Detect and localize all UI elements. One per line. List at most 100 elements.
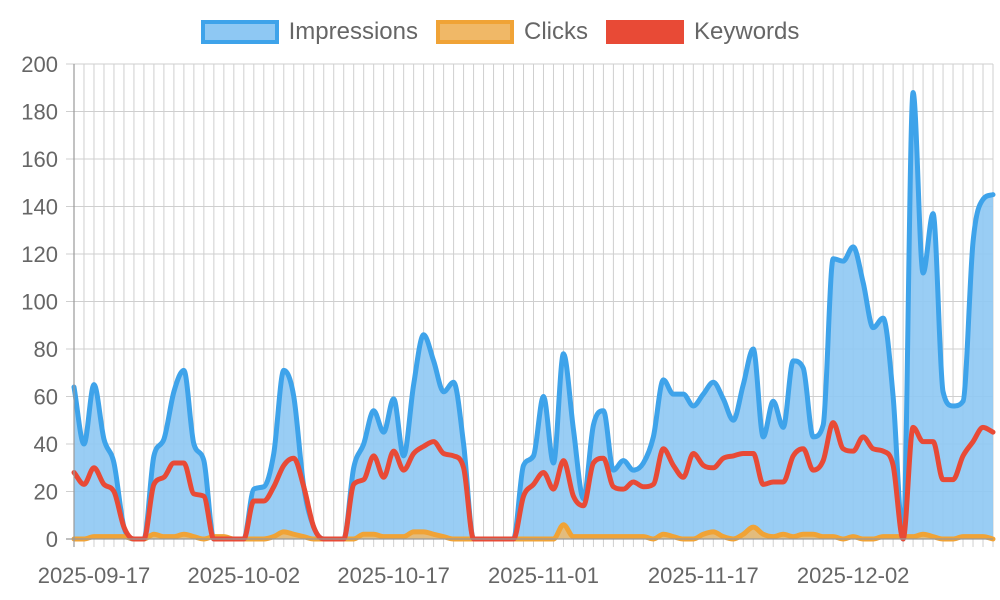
impressions-point <box>441 389 446 394</box>
legend-item-impressions[interactable]: Impressions <box>200 18 418 46</box>
keywords-point <box>261 499 266 504</box>
impressions-point <box>251 487 256 492</box>
keywords-point <box>831 420 836 425</box>
keywords-point <box>961 453 966 458</box>
legend-item-keywords[interactable]: Keywords <box>606 18 799 46</box>
keywords-point <box>681 475 686 480</box>
keywords-point <box>431 439 436 444</box>
impressions-point <box>541 394 546 399</box>
impressions-point <box>891 394 896 399</box>
keywords-point <box>531 482 536 487</box>
impressions-point <box>561 351 566 356</box>
keywords-point <box>741 451 746 456</box>
clicks-point <box>441 534 446 539</box>
clicks-point <box>371 532 376 537</box>
clicks-point <box>791 534 796 539</box>
legend-item-clicks[interactable]: Clicks <box>436 18 588 46</box>
clicks-point <box>301 534 306 539</box>
clicks-point <box>971 534 976 539</box>
y-tick-label: 20 <box>34 480 58 505</box>
y-tick-label: 120 <box>21 242 58 267</box>
clicks-point <box>761 532 766 537</box>
clicks-point <box>561 522 566 527</box>
clicks-point <box>771 534 776 539</box>
clicks-point <box>701 532 706 537</box>
keywords-point <box>291 456 296 461</box>
impressions-point <box>171 389 176 394</box>
impressions-point <box>691 404 696 409</box>
clicks-point <box>921 532 926 537</box>
y-tick-label: 80 <box>34 337 58 362</box>
y-tick-label: 0 <box>46 527 58 552</box>
keywords-point <box>391 449 396 454</box>
keywords-point <box>931 439 936 444</box>
keywords-point <box>781 480 786 485</box>
keywords-point <box>381 475 386 480</box>
impressions-point <box>921 271 926 276</box>
clicks-point <box>431 532 436 537</box>
impressions-point <box>961 399 966 404</box>
keywords-point <box>711 465 716 470</box>
keywords-point <box>771 480 776 485</box>
clicks-point <box>391 534 396 539</box>
impressions-point <box>381 430 386 435</box>
keywords-point <box>461 465 466 470</box>
x-tick-label: 2025-12-02 <box>797 563 910 588</box>
keywords-point <box>101 482 106 487</box>
impressions-point <box>261 484 266 489</box>
keywords-point <box>601 456 606 461</box>
clicks-point <box>111 534 116 539</box>
impressions-point <box>601 408 606 413</box>
clicks-point <box>711 529 716 534</box>
clicks-point <box>581 534 586 539</box>
impressions-point <box>781 425 786 430</box>
impressions-point <box>711 380 716 385</box>
keywords-point <box>561 458 566 463</box>
impressions-point <box>651 434 656 439</box>
impressions-point <box>761 434 766 439</box>
impressions-point <box>811 434 816 439</box>
clicks-point <box>291 532 296 537</box>
clicks-point <box>381 534 386 539</box>
keywords-point <box>371 453 376 458</box>
clicks-point <box>91 534 96 539</box>
keywords-point <box>941 477 946 482</box>
clicks-point <box>671 534 676 539</box>
keywords-point <box>761 482 766 487</box>
keywords-point <box>171 461 176 466</box>
keywords-point <box>921 439 926 444</box>
keywords-point <box>181 461 186 466</box>
keywords-point <box>701 463 706 468</box>
clicks-point <box>891 534 896 539</box>
impressions-point <box>791 358 796 363</box>
clicks-point <box>781 532 786 537</box>
keywords-point <box>421 444 426 449</box>
clicks-point <box>811 532 816 537</box>
impressions-point <box>461 442 466 447</box>
keywords-point <box>621 487 626 492</box>
impressions-point <box>571 427 576 432</box>
axes: 0 20 40 60 80 100 120 140 160 180 200 2025-09-17 202… <box>21 52 993 588</box>
clicks-point <box>611 534 616 539</box>
keywords-point <box>751 451 756 456</box>
keywords-point <box>791 453 796 458</box>
clicks-point <box>631 534 636 539</box>
clicks-point <box>831 534 836 539</box>
y-tick-label: 40 <box>34 432 58 457</box>
clicks-point <box>881 534 886 539</box>
impressions-point <box>181 368 186 373</box>
keywords-point <box>641 484 646 489</box>
keywords-point <box>281 463 286 468</box>
impressions-point <box>871 325 876 330</box>
keywords-point <box>541 470 546 475</box>
keywords-point <box>521 494 526 499</box>
clicks-point <box>151 532 156 537</box>
impressions-point <box>861 280 866 285</box>
keywords-point <box>721 456 726 461</box>
impressions-point <box>431 358 436 363</box>
keywords-point <box>671 463 676 468</box>
keywords-point <box>581 503 586 508</box>
impressions-point <box>551 461 556 466</box>
keywords-point <box>841 446 846 451</box>
impressions-point <box>281 368 286 373</box>
